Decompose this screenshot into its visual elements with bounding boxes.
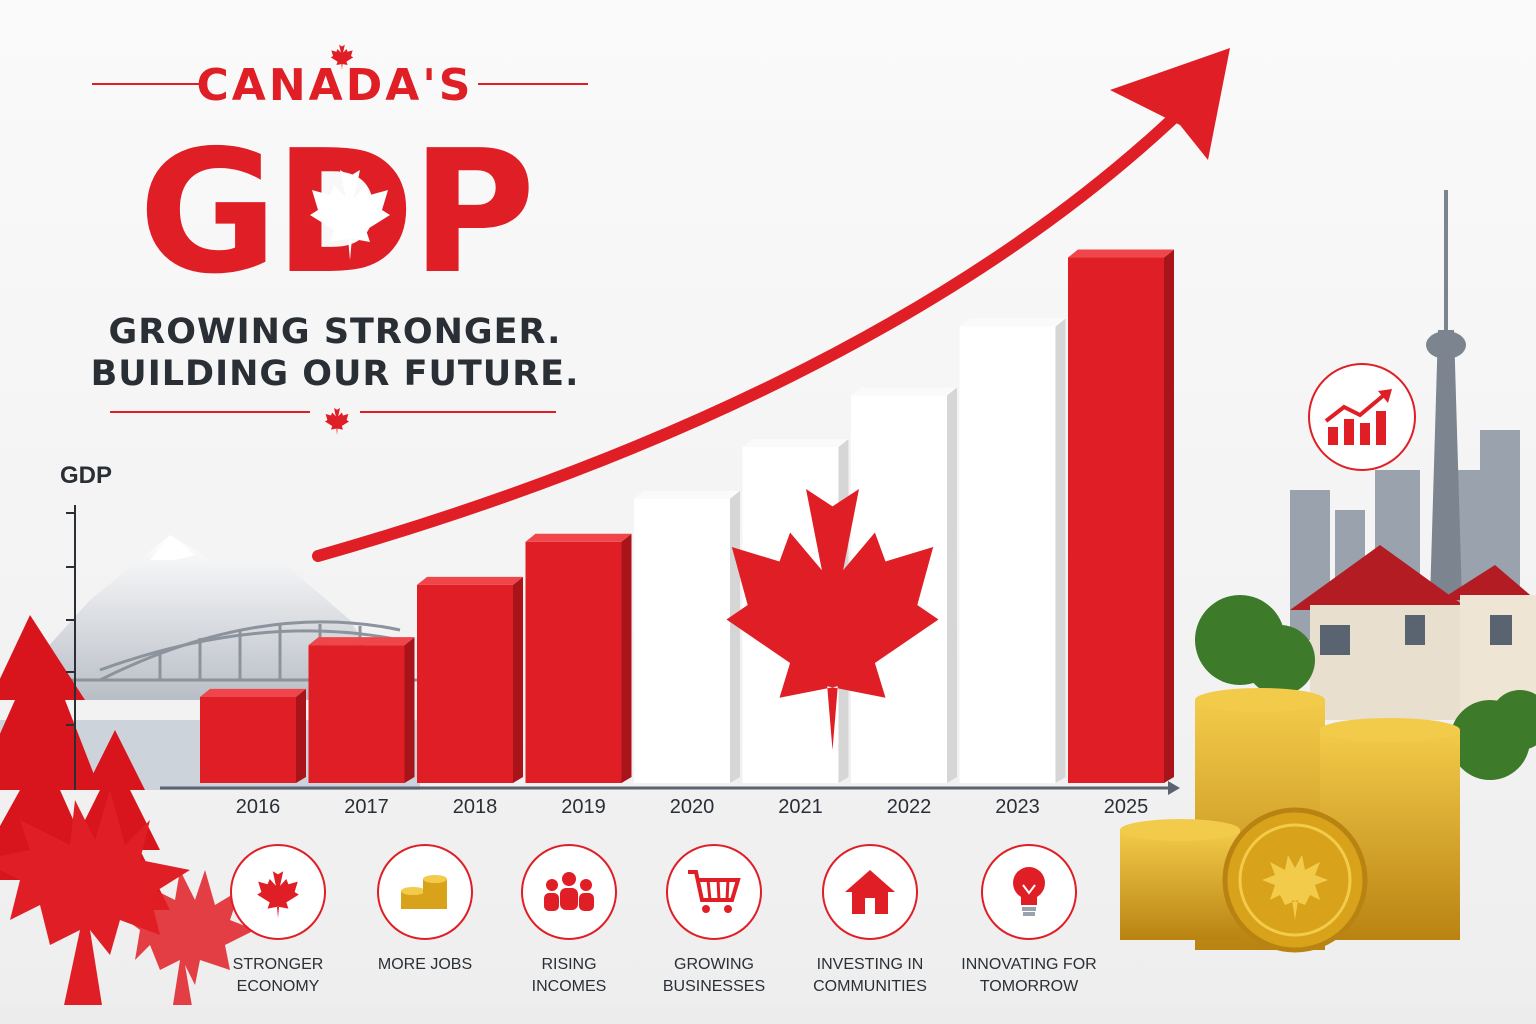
x-tick-label-2020: 2020 [669, 796, 715, 818]
benefit-label: GROWING BUSINESSES [662, 956, 766, 995]
flag-maple-leaf [726, 489, 939, 750]
x-tick-label-2019: 2019 [561, 796, 606, 818]
bushes [1195, 595, 1536, 780]
tagline-line2: BUILDING OUR FUTURE. [90, 354, 580, 394]
maple-leaves-decor [0, 790, 255, 1024]
maple-leaf-icon [257, 871, 299, 918]
cn-tower [1426, 190, 1466, 600]
x-tick-label-2023: 2023 [995, 796, 1040, 818]
bar-chart-trend-icon [1324, 389, 1392, 445]
tagline-rule-right [360, 411, 556, 413]
x-tick-label-2025: 2025 [1103, 796, 1149, 818]
bar-2019 [525, 533, 632, 783]
trend-arrowhead [1110, 48, 1230, 160]
bar-2025 [1068, 249, 1174, 783]
benefit-stronger-economy: STRONGER ECONOMY [198, 844, 358, 998]
bar-2017 [308, 637, 415, 783]
x-tick-label-2018: 2018 [452, 796, 498, 818]
benefit-rising-incomes: RISING INCOMES [489, 844, 649, 998]
benefit-label: RISING INCOMES [531, 956, 607, 995]
tagline-line1: GROWING STRONGER. [108, 312, 562, 352]
header-rule-left [92, 83, 202, 85]
shopping-cart-icon [688, 870, 741, 913]
x-axis-arrowhead [1168, 781, 1180, 795]
y-axis-label: GDP [60, 462, 113, 489]
tagline-rule-left [110, 411, 310, 413]
maple-leaf-in-title-icon [310, 170, 390, 260]
header-rule-right [478, 83, 588, 85]
x-tick-label-2017: 2017 [344, 796, 389, 818]
benefit-investing-in-communities: INVESTING IN COMMUNITIES [790, 844, 950, 998]
benefit-circle [521, 844, 617, 940]
houses [1290, 545, 1536, 720]
bar-2020 [634, 490, 740, 783]
benefit-more-jobs: MORE JOBS [345, 844, 505, 976]
benefit-circle [822, 844, 918, 940]
benefit-circle [666, 844, 762, 940]
x-tick-label-2022: 2022 [886, 796, 932, 818]
bar-2018 [417, 576, 523, 783]
bar-2016 [200, 688, 306, 783]
title-kicker: CANADA'S [196, 60, 474, 111]
people-icon [544, 872, 594, 911]
benefit-circle [377, 844, 473, 940]
x-tick-label-2021: 2021 [778, 796, 823, 818]
mountains [0, 535, 400, 700]
trend-arrow [312, 106, 1186, 562]
growth-chart-badge [1308, 363, 1416, 471]
benefit-label: MORE JOBS [377, 956, 473, 973]
x-tick-label-2016: 2016 [235, 796, 281, 818]
maple-leaf-icon [330, 44, 354, 70]
gold-coin-stacks [1120, 688, 1460, 953]
benefit-label: STRONGER ECONOMY [232, 956, 324, 995]
benefit-label: INVESTING IN COMMUNITIES [813, 956, 927, 995]
benefit-circle [230, 844, 326, 940]
small-maple-leaf-icon [325, 408, 349, 435]
benefit-growing-businesses: GROWING BUSINESSES [634, 844, 794, 998]
benefit-circle [981, 844, 1077, 940]
coins-icon [401, 875, 447, 909]
lightbulb-icon [1013, 867, 1045, 916]
bar-2023 [959, 318, 1066, 783]
house-icon [845, 870, 895, 914]
benefit-innovating-for-tomorrow: INNOVATING FOR TOMORROW [949, 844, 1109, 998]
benefit-label: INNOVATING FOR TOMORROW [961, 956, 1097, 995]
